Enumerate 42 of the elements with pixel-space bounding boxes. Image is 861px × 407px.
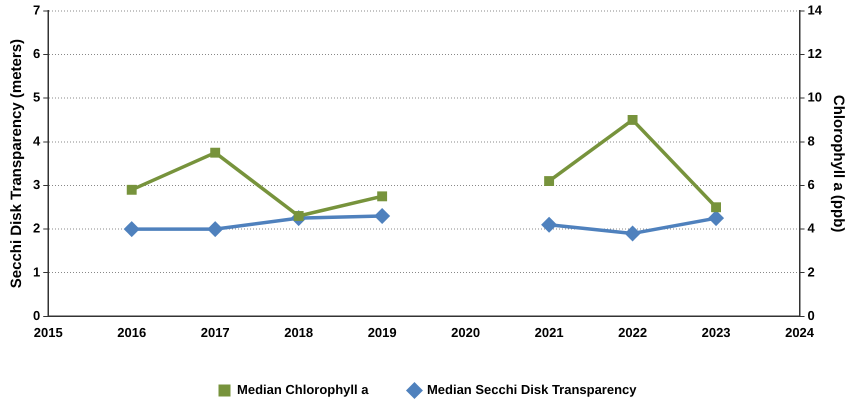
x-tick-label: 2016: [117, 324, 146, 340]
y-tick-label: 3: [32, 177, 40, 192]
point: [207, 221, 224, 238]
point: [541, 216, 558, 233]
y2-tick-label: 6: [808, 177, 815, 192]
x-tick-label: 2022: [618, 324, 648, 340]
y-tick-label: 4: [32, 133, 41, 148]
y-tick-label: 1: [32, 264, 40, 280]
point: [210, 148, 220, 158]
x-tick-label: 2018: [284, 324, 314, 340]
y2-tick-label: 2: [808, 264, 815, 280]
y-axis-title: Secchi Disk Transparency (meters): [8, 38, 26, 288]
y-tick-label: 7: [32, 2, 40, 18]
y-tick-label: 5: [32, 90, 40, 105]
y2-tick-label: 12: [808, 46, 822, 62]
y2-tick-label: 10: [808, 90, 822, 105]
point: [628, 114, 638, 125]
y-tick-label: 0: [32, 308, 40, 323]
point: [711, 202, 722, 212]
point: [544, 176, 554, 186]
y2-axis-title: Chlorophyll a (ppb): [830, 94, 847, 232]
x-tick-label: 2019: [368, 324, 397, 340]
y2-tick-label: 4: [808, 220, 816, 236]
y2-tick-label: 14: [808, 2, 823, 18]
x-tick-label: 2020: [451, 324, 480, 340]
point: [624, 225, 641, 242]
point: [126, 184, 137, 195]
legend-label: Median Chlorophyll a: [237, 382, 370, 398]
point: [124, 221, 140, 238]
x-tick-label: 2015: [34, 324, 63, 340]
y2-tick-label: 8: [808, 133, 815, 148]
point: [708, 210, 724, 226]
y-tick-label: 2: [32, 220, 40, 236]
point: [377, 191, 388, 202]
legend-label: Median Secchi Disk Transparency: [426, 382, 638, 398]
y-tick-label: 6: [32, 46, 40, 62]
x-tick-label: 2024: [785, 324, 815, 340]
y2-tick-label: 0: [808, 308, 815, 323]
x-tick-label: 2017: [200, 324, 230, 340]
point: [374, 208, 390, 224]
x-tick-label: 2021: [534, 324, 564, 340]
x-tick-label: 2023: [702, 324, 731, 340]
